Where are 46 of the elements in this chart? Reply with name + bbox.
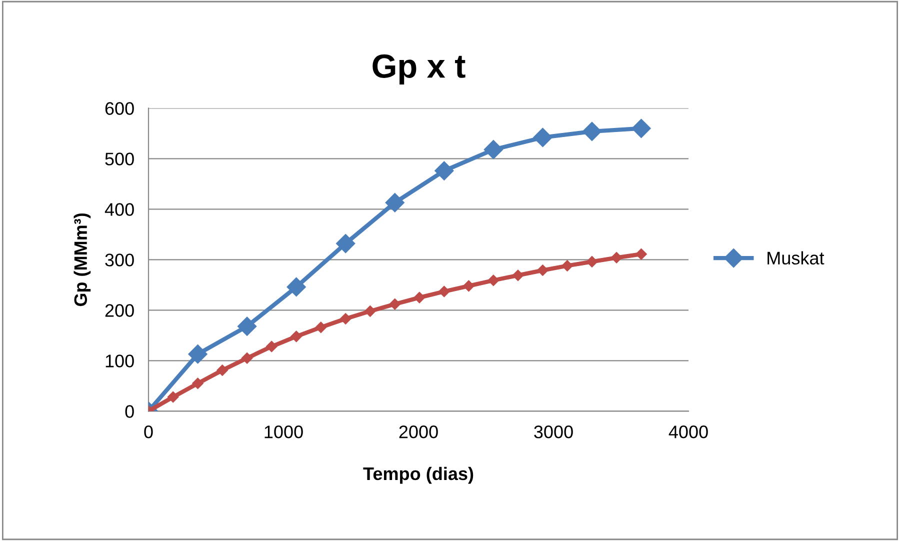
point (188, 344, 208, 364)
point (562, 260, 573, 272)
point (241, 352, 253, 364)
y-tick-label: 0 (125, 405, 134, 418)
y-tick-label: 200 (105, 304, 134, 317)
point (636, 248, 647, 260)
x-tick-label: 3000 (534, 426, 573, 438)
point (336, 234, 356, 254)
point (266, 340, 278, 352)
point (315, 322, 326, 333)
y-tick-label: 300 (105, 254, 134, 266)
point (192, 378, 204, 389)
point (463, 280, 474, 292)
point (286, 277, 306, 296)
point (484, 140, 503, 160)
point (389, 298, 400, 310)
y-tick-label: 400 (104, 203, 134, 216)
point (385, 193, 404, 212)
x-axis-title: Tempo (dias) (363, 466, 474, 484)
chart-title: Gp x t (372, 54, 466, 85)
point (438, 286, 450, 298)
x-tick-label: 1000 (264, 426, 303, 438)
x-tick-label: 4000 (668, 426, 708, 438)
point (290, 330, 302, 342)
point (216, 364, 228, 376)
point (586, 256, 598, 268)
point (610, 252, 622, 264)
x-tick-label: 0 (144, 426, 153, 438)
point (512, 270, 524, 281)
point (434, 161, 454, 180)
point (488, 274, 500, 286)
point (537, 264, 548, 276)
point (414, 292, 426, 304)
y-tick-label: 500 (105, 152, 134, 166)
point (364, 306, 376, 317)
point (238, 316, 257, 336)
y-axis-title: Gp (MMm³) (74, 213, 91, 306)
y-tick-label: 100 (106, 354, 134, 368)
point (533, 128, 552, 148)
point (582, 122, 602, 141)
point (167, 391, 179, 403)
point (632, 118, 651, 138)
legend-label: Muskat (768, 251, 824, 265)
y-tick-label: 600 (105, 102, 134, 115)
x-tick-label: 2000 (399, 426, 438, 438)
point (340, 313, 352, 324)
